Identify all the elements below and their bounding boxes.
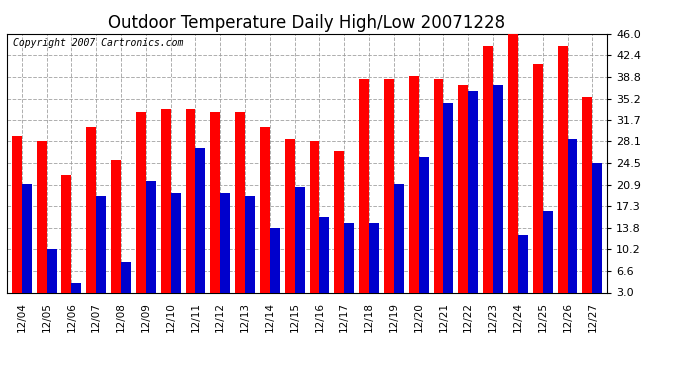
Bar: [195, 148, 206, 310]
Bar: [433, 79, 444, 310]
Bar: [444, 103, 453, 310]
Bar: [260, 127, 270, 310]
Bar: [285, 139, 295, 310]
Bar: [592, 163, 602, 310]
Bar: [567, 139, 578, 310]
Bar: [47, 249, 57, 310]
Title: Outdoor Temperature Daily High/Low 20071228: Outdoor Temperature Daily High/Low 20071…: [108, 14, 506, 32]
Bar: [493, 85, 503, 310]
Bar: [186, 109, 195, 310]
Bar: [458, 85, 469, 310]
Bar: [582, 97, 592, 310]
Bar: [12, 136, 22, 310]
Bar: [469, 91, 478, 310]
Bar: [394, 184, 404, 310]
Bar: [37, 141, 47, 310]
Bar: [235, 112, 245, 310]
Bar: [136, 112, 146, 310]
Bar: [310, 141, 319, 310]
Bar: [86, 127, 96, 310]
Bar: [335, 151, 344, 310]
Bar: [419, 157, 428, 310]
Bar: [61, 175, 71, 310]
Bar: [220, 193, 230, 310]
Bar: [146, 181, 156, 310]
Bar: [170, 193, 181, 310]
Bar: [369, 223, 379, 310]
Bar: [533, 64, 543, 310]
Bar: [319, 217, 329, 310]
Bar: [558, 46, 567, 310]
Bar: [22, 184, 32, 310]
Bar: [295, 187, 304, 310]
Bar: [245, 196, 255, 310]
Bar: [344, 223, 354, 310]
Bar: [121, 262, 131, 310]
Bar: [96, 196, 106, 310]
Bar: [359, 79, 369, 310]
Bar: [543, 211, 553, 310]
Bar: [270, 228, 279, 310]
Bar: [508, 34, 518, 310]
Bar: [483, 46, 493, 310]
Bar: [384, 79, 394, 310]
Bar: [111, 160, 121, 310]
Bar: [518, 236, 528, 310]
Bar: [161, 109, 170, 310]
Bar: [210, 112, 220, 310]
Bar: [408, 76, 419, 310]
Text: Copyright 2007 Cartronics.com: Copyright 2007 Cartronics.com: [13, 38, 184, 48]
Bar: [71, 284, 81, 310]
